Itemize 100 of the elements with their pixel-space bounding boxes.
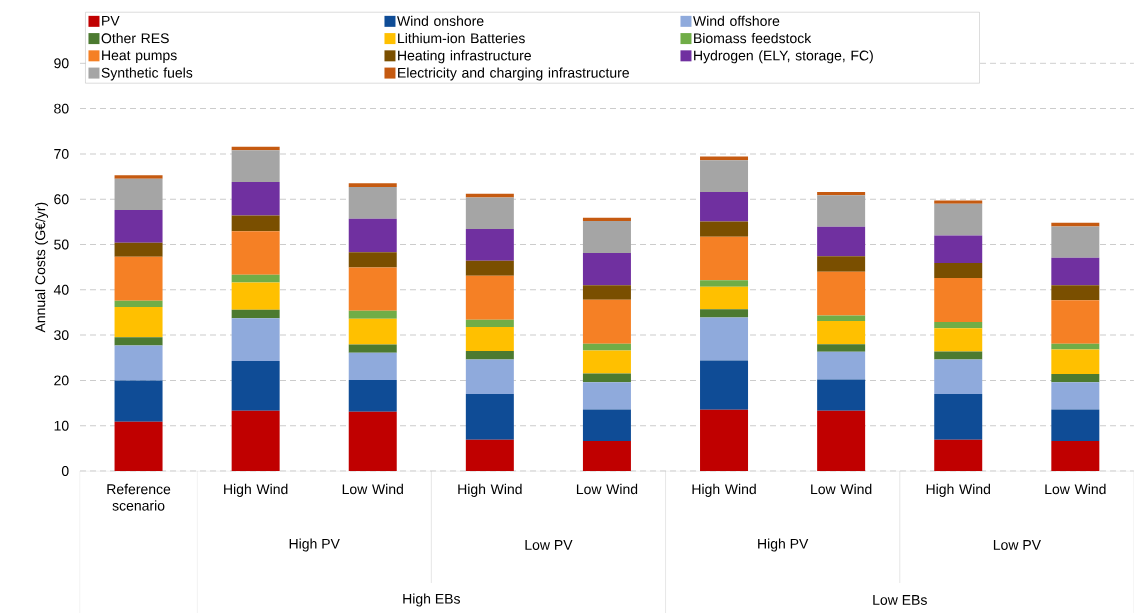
x-tick-label: High Wind: [926, 483, 990, 497]
bar: [465, 439, 514, 471]
bar: [231, 231, 280, 275]
x-tick-label: Low Wind: [811, 483, 872, 495]
bar: [582, 253, 631, 286]
bar: [582, 343, 631, 351]
bar: [465, 260, 514, 276]
legend-label: Wind offshore: [693, 15, 780, 27]
bar: [348, 379, 397, 412]
bar: [348, 218, 397, 253]
bar: [1051, 343, 1100, 350]
bar: [348, 186, 397, 219]
bar: [817, 195, 866, 227]
text: High PV: [758, 538, 809, 552]
bar: [1051, 285, 1100, 301]
bar: [231, 318, 280, 361]
text: Low EBs: [873, 595, 927, 605]
legend-label: Electricity and charging infrastructure: [398, 67, 629, 81]
text: Low PV: [993, 540, 1041, 550]
bar: [934, 235, 983, 264]
bar: [934, 393, 983, 440]
legend-label: Lithium-ion Batteries: [398, 32, 525, 44]
bar: [114, 178, 163, 211]
bar: [817, 315, 866, 322]
bar: [582, 217, 631, 221]
bar: [934, 359, 983, 394]
bar: [700, 360, 749, 410]
y-tick-label: 20: [54, 375, 69, 386]
bar: [582, 299, 631, 344]
bar: [114, 242, 163, 257]
bar: [114, 380, 163, 422]
bar: [817, 321, 866, 345]
bar: [114, 210, 163, 243]
bar: [348, 252, 397, 268]
bar: [817, 379, 866, 411]
bar: [231, 410, 280, 471]
text: Low PV: [525, 540, 573, 550]
bar: [934, 263, 983, 279]
bar: [231, 282, 280, 310]
bar: [817, 226, 866, 257]
x-tick-label: Reference scenario: [107, 483, 171, 511]
bar: [934, 439, 983, 471]
y-tick-label: 90: [54, 58, 69, 69]
bar: [700, 160, 749, 192]
bar: [114, 345, 163, 381]
bar: [231, 360, 280, 411]
bar: [700, 191, 749, 222]
bar: [934, 328, 983, 352]
bar: [582, 409, 631, 442]
y-tick-label: 0: [61, 466, 69, 476]
bar: [1051, 226, 1100, 258]
y-tick-label: 80: [54, 103, 69, 114]
bar: [465, 350, 514, 360]
bar: [934, 321, 983, 329]
bar: [465, 229, 514, 261]
bar: [348, 411, 397, 471]
bar: [465, 326, 514, 351]
bar: [582, 350, 631, 374]
legend-label: PV: [102, 15, 120, 26]
x-tick-label: Low Wind: [1045, 483, 1106, 495]
bar: [700, 309, 749, 318]
bar: [817, 410, 866, 471]
bar: [465, 359, 514, 394]
bar: [231, 215, 280, 232]
bar: [700, 221, 749, 237]
bar: [1051, 257, 1100, 286]
legend-label: Other RES: [101, 32, 169, 44]
legend-label: Wind onshore: [397, 15, 484, 27]
bar: [348, 352, 397, 380]
bar: [934, 200, 983, 204]
legend-label: Synthetic fuels: [101, 67, 193, 81]
bar: [465, 197, 514, 230]
bar: [348, 183, 397, 187]
y-tick-label: 10: [54, 420, 69, 431]
bar: [1051, 441, 1100, 471]
bar: [114, 175, 163, 179]
bar: [1051, 382, 1100, 410]
x-tick-label: Low Wind: [342, 483, 403, 495]
bar: [1051, 349, 1100, 375]
bar: [817, 256, 866, 272]
y-tick-label: 70: [54, 148, 69, 159]
bar: [231, 181, 280, 216]
bar: [582, 382, 631, 410]
bar: [231, 274, 280, 283]
legend-label: Hydrogen (ELY, storage, FC): [694, 50, 873, 64]
bar: [465, 275, 514, 320]
bar: [817, 344, 866, 352]
bar: [114, 300, 163, 308]
bar: [934, 203, 983, 236]
y-tick-label: 30: [54, 330, 69, 341]
bar: [700, 236, 749, 281]
text: High PV: [289, 538, 340, 552]
y-axis-title: Annual Costs (G€/yr): [34, 202, 49, 333]
bar: [817, 271, 866, 316]
x-tick-label: High Wind: [224, 483, 288, 497]
bar: [817, 351, 866, 380]
bar: [582, 220, 631, 254]
bar: [934, 351, 983, 360]
x-tick-label: High Wind: [458, 483, 522, 497]
bar: [1051, 300, 1100, 344]
